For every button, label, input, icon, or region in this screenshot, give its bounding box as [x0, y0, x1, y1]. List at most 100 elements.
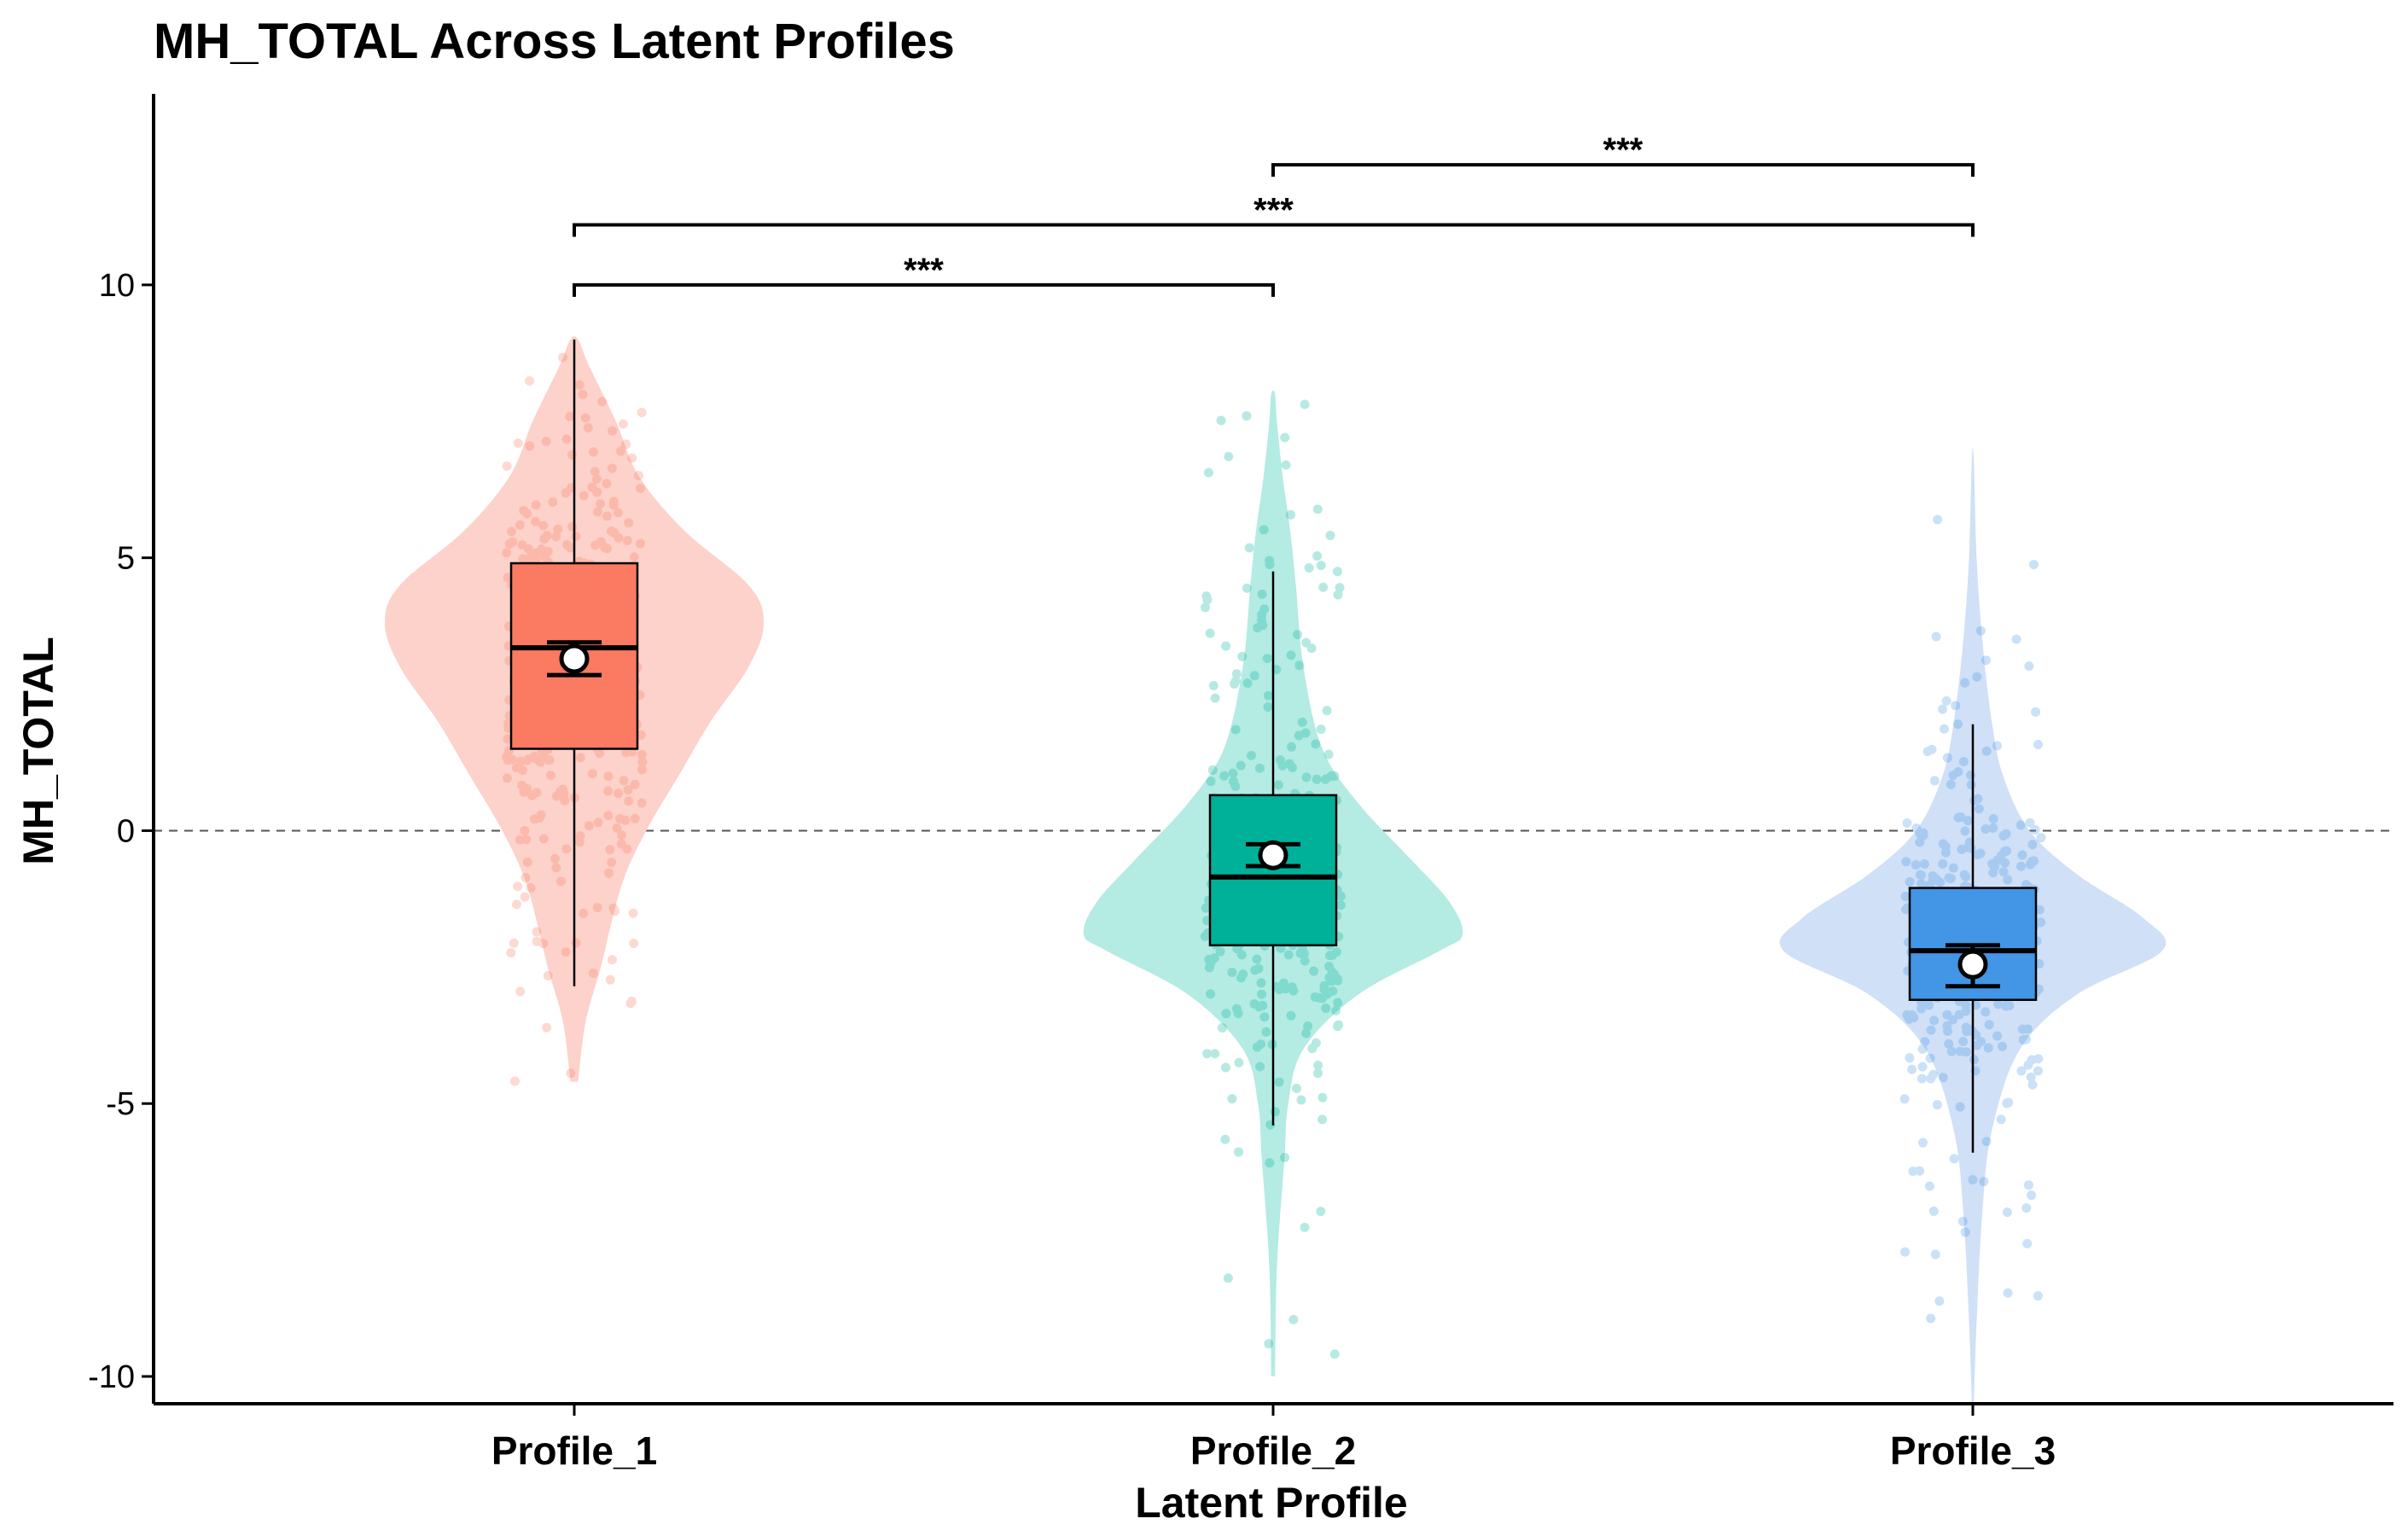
data-point — [1972, 1040, 1982, 1050]
data-point — [1263, 701, 1273, 712]
data-point — [1988, 813, 1998, 823]
data-point — [556, 876, 567, 887]
data-point — [596, 498, 606, 509]
data-point — [522, 755, 532, 765]
data-point — [626, 997, 637, 1007]
data-point — [538, 939, 549, 949]
data-point — [1961, 1047, 1971, 1057]
data-point — [1917, 1137, 1928, 1148]
data-point — [1941, 695, 1951, 706]
data-point — [1958, 1036, 1969, 1046]
data-point — [1957, 844, 1967, 854]
data-point — [1237, 651, 1248, 661]
data-point — [1201, 602, 1211, 613]
data-point — [1946, 1046, 1957, 1056]
data-point — [2022, 1238, 2033, 1248]
data-point — [574, 837, 585, 847]
data-point — [1204, 963, 1214, 973]
data-point — [537, 544, 547, 554]
data-point — [1219, 771, 1230, 781]
data-point — [532, 548, 542, 558]
data-point — [1224, 451, 1234, 462]
data-point — [525, 375, 535, 386]
x-axis-title: Latent Profile — [1135, 1479, 1407, 1527]
data-point — [615, 446, 625, 457]
data-point — [1975, 625, 1986, 636]
data-point — [587, 482, 597, 492]
data-point — [603, 771, 614, 782]
data-point — [1972, 850, 1982, 860]
data-point — [2036, 833, 2046, 843]
data-point — [502, 773, 512, 783]
significance-bracket: *** — [573, 192, 1975, 237]
data-point — [1259, 1012, 1270, 1022]
data-point — [1926, 1073, 1936, 1084]
data-point — [1904, 1014, 1914, 1024]
data-point — [529, 552, 539, 562]
data-point — [522, 783, 532, 794]
significance-label: *** — [904, 252, 944, 289]
data-point — [1317, 993, 1328, 1004]
data-point — [613, 508, 623, 518]
data-point — [1335, 583, 1345, 593]
significance-bracket: *** — [573, 252, 1275, 297]
data-point — [1319, 980, 1329, 991]
data-point — [1242, 410, 1252, 421]
data-point — [1940, 847, 1951, 858]
data-point — [2033, 1291, 2043, 1301]
data-point — [1946, 874, 1956, 884]
data-point — [1324, 962, 1335, 972]
data-point — [1316, 1207, 1326, 1217]
data-point — [1915, 829, 1925, 839]
data-point — [1257, 589, 1267, 599]
data-point — [1948, 1015, 1958, 1025]
y-axis-title: MH_TOTAL — [15, 637, 62, 865]
violin-group-profile-2 — [1083, 390, 1463, 1377]
data-point — [1244, 543, 1254, 553]
data-point — [612, 823, 622, 834]
data-point — [1960, 678, 1970, 688]
data-point — [1980, 1007, 1991, 1017]
data-point — [1307, 1044, 1317, 1054]
data-point — [523, 754, 533, 765]
data-point — [1917, 1062, 1928, 1072]
data-point — [1253, 623, 1263, 633]
data-point — [1902, 1009, 1912, 1020]
data-point — [507, 754, 517, 765]
data-point — [1280, 1152, 1290, 1162]
data-point — [1217, 1022, 1227, 1033]
data-point — [603, 868, 614, 878]
bracket-line — [573, 223, 1975, 237]
data-point — [1925, 1053, 1935, 1063]
data-point — [583, 422, 593, 433]
box-iqr — [1208, 794, 1338, 946]
data-point — [1333, 590, 1343, 600]
data-point — [1288, 762, 1298, 772]
data-point — [1326, 771, 1336, 782]
data-point — [1911, 860, 1921, 870]
data-point — [551, 791, 561, 801]
data-point — [1961, 1000, 1971, 1010]
data-point — [1968, 1174, 1978, 1184]
data-point — [1325, 530, 1335, 540]
data-point — [1306, 643, 1317, 654]
data-point — [1988, 868, 1998, 878]
data-point — [1331, 1005, 1341, 1015]
data-point — [593, 817, 603, 828]
data-point — [2018, 1035, 2028, 1045]
data-point — [1961, 1022, 1971, 1033]
data-point — [1278, 978, 1288, 988]
data-point — [503, 755, 513, 765]
significance-bracket: *** — [1271, 131, 1975, 177]
data-point — [1220, 1134, 1230, 1144]
data-point — [539, 551, 550, 561]
data-point — [590, 540, 601, 550]
data-point — [526, 552, 536, 562]
data-point — [1329, 969, 1340, 980]
data-point — [613, 788, 623, 799]
data-point — [1230, 676, 1241, 686]
data-point — [579, 908, 589, 918]
data-point — [515, 986, 526, 997]
data-point — [1261, 1027, 1271, 1037]
data-point — [627, 453, 637, 463]
